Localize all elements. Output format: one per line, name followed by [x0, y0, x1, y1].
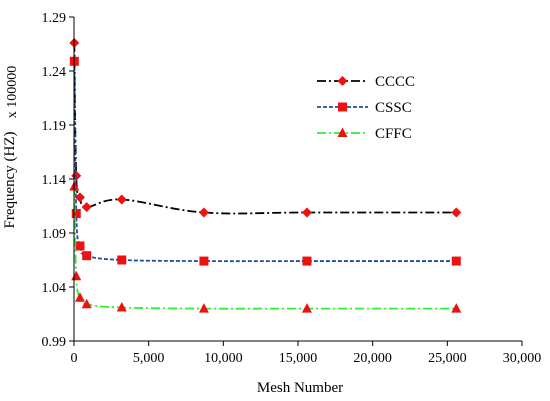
legend-marker-cffc [337, 127, 348, 137]
y-tick-label: 0.99 [42, 335, 67, 350]
y-tick-label: 1.04 [42, 281, 67, 296]
y-axis-title: Frequency (HZ) [2, 131, 18, 228]
x-tick-label: 5,000 [133, 351, 165, 366]
series-layer [69, 37, 462, 313]
y-multiplier-label: x 100000 [5, 66, 20, 119]
x-tick-label: 15,000 [279, 351, 318, 366]
y-tick-label: 1.29 [42, 11, 67, 26]
data-point-cffc [301, 303, 312, 313]
data-point-cssc [71, 209, 81, 219]
data-point-cccc [81, 202, 92, 213]
legend-marker-cccc [337, 76, 348, 86]
x-axis-title: Mesh Number [257, 380, 343, 396]
data-point-cffc [198, 303, 209, 313]
data-point-cffc [81, 298, 92, 309]
y-tick-label: 1.24 [42, 65, 67, 80]
legend-marker-cssc [338, 102, 347, 112]
series-line-cffc [73, 186, 457, 310]
y-tick-label: 1.14 [42, 173, 67, 188]
data-point-cccc [198, 207, 209, 218]
series-cffc [69, 181, 462, 313]
data-point-cffc [451, 303, 462, 313]
data-point-cccc [301, 207, 312, 218]
data-point-cssc [75, 241, 85, 251]
data-point-cssc [117, 255, 127, 265]
data-point-cffc [116, 302, 127, 312]
x-tick-label: 20,000 [353, 351, 392, 366]
x-tick-label: 30,000 [503, 351, 542, 366]
data-point-cssc [451, 256, 461, 266]
data-point-cssc [302, 256, 312, 266]
data-point-cssc [82, 251, 92, 261]
legend: CCCC CSSC CFFC [317, 74, 415, 142]
legend-label-cccc: CCCC [375, 74, 415, 90]
axes-layer: 0.99 1.04 1.09 1.14 1.19 1.24 1.29 0 5,000 10,000… [42, 11, 542, 366]
data-point-cssc [199, 256, 209, 266]
data-point-cffc [74, 292, 85, 302]
data-point-cffc [71, 270, 82, 281]
data-point-cccc [116, 194, 127, 205]
y-tick-label: 1.09 [42, 227, 67, 242]
x-tick-label: 0 [71, 351, 78, 366]
series-line-cssc [73, 61, 457, 263]
x-tick-label: 25,000 [428, 351, 467, 366]
x-tick-label: 10,000 [204, 351, 243, 366]
data-point-cccc [74, 192, 85, 203]
y-tick-label: 1.19 [42, 119, 67, 134]
data-point-cccc [451, 207, 462, 218]
legend-label-cssc: CSSC [375, 100, 412, 116]
legend-label-cffc: CFFC [375, 126, 412, 142]
